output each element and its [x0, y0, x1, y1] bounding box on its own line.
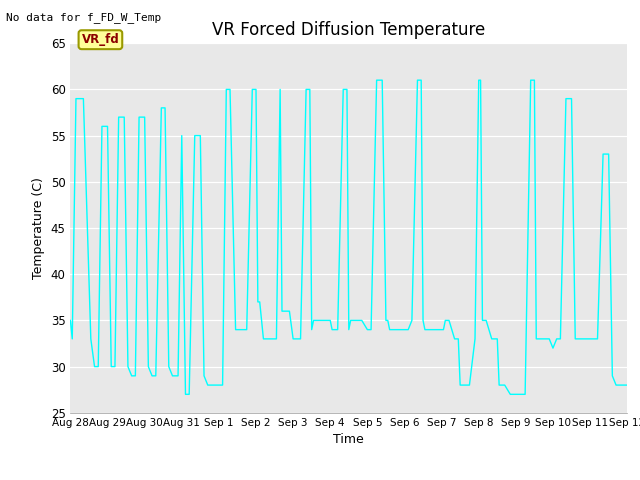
Y-axis label: Temperature (C): Temperature (C) — [32, 177, 45, 279]
Title: VR Forced Diffusion Temperature: VR Forced Diffusion Temperature — [212, 21, 485, 39]
Text: VR_fd: VR_fd — [81, 33, 119, 46]
X-axis label: Time: Time — [333, 433, 364, 446]
Text: No data for f_FD_W_Temp: No data for f_FD_W_Temp — [6, 12, 162, 23]
